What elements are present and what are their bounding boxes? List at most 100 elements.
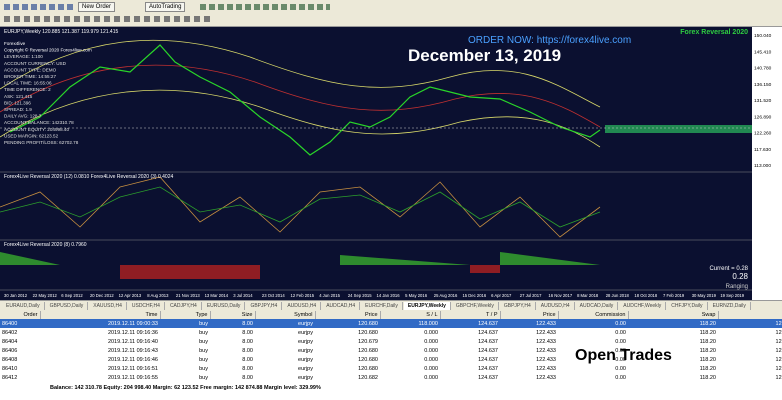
trade-cell: buy <box>199 356 208 363</box>
oscillator-status: Ranging <box>726 284 748 290</box>
trade-cell: 2019.12.11 09:16:40 <box>107 338 158 345</box>
trade-cell: 124.637 <box>440 319 500 328</box>
band-middle <box>0 64 601 128</box>
trade-cell: 2019.12.11 09:16:51 <box>107 365 158 372</box>
trade-cell: 122.433 <box>536 374 556 381</box>
trade-cell: 124.637 <box>478 374 498 381</box>
info-line: BID: 121.396 <box>4 100 31 105</box>
trade-cell: buy <box>160 319 210 328</box>
trade-cell: 118.20 <box>628 319 718 328</box>
toolbar: New Order AutoTrading <box>0 0 782 27</box>
trade-cell: 120.680 <box>315 319 380 328</box>
column-header: Order <box>0 311 41 319</box>
trade-cell: 122.433 <box>500 319 558 328</box>
trade-cell: 2019.12.11 09:16:46 <box>107 356 158 363</box>
trade-cell: 2019.12.11 09:16:43 <box>107 347 158 354</box>
trade-cell: 0.00 <box>615 347 626 354</box>
trade-row[interactable]: 86412 2019.12.11 09:16:55 buy 8.00 eurjpy 120… <box>0 373 782 382</box>
column-header: Price <box>315 311 381 319</box>
band-upper <box>0 39 601 108</box>
trade-cell: 0.000 <box>424 365 438 372</box>
chart-tab[interactable]: GBPCHF,Weekly <box>452 302 499 310</box>
trade-cell: 120.680 <box>358 365 378 372</box>
chart-tab[interactable]: EURJPY,Weekly <box>403 302 451 310</box>
price-axis-label: 122.260 <box>754 131 772 137</box>
date-axis-label: 12 Feb 2015 <box>291 293 315 298</box>
trade-cell: 122.433 <box>536 365 556 372</box>
trade-cell: 86400 <box>0 319 40 328</box>
trade-cell: 120.680 <box>358 329 378 336</box>
date-axis-label: 13 Mar 2014 <box>205 293 229 298</box>
price-axis-label: 131.520 <box>754 98 772 104</box>
trade-row[interactable]: 86408 2019.12.11 09:16:46 buy 8.00 eurjpy 120… <box>0 355 782 364</box>
histogram-area <box>0 252 600 265</box>
date-axis-label: 20 Dec 2012 <box>90 293 114 298</box>
chart-tab[interactable]: AUDUSD,H4 <box>537 302 575 310</box>
trade-cell: 8.00 <box>242 365 253 372</box>
overlay-label: Open Trades <box>575 347 672 364</box>
chart-tab[interactable]: EURNZD,Daily <box>709 302 751 310</box>
account-summary: Balance: 142 310.78 Equity: 204 998.40 M… <box>50 385 321 391</box>
chart-tab[interactable]: XAUUSD,H4 <box>89 302 127 310</box>
info-line: Copyright © Reversal 2020 Forex4live.com <box>4 47 92 53</box>
trade-cell: 86412 <box>2 374 18 381</box>
oscillator-label: Forex4Live Reversal 2020 (8) 0.7960 <box>4 242 87 248</box>
chart-tabs: EURAUD,Daily GBPUSD,Daily XAUUSD,H4 USDCHF,… <box>0 300 782 312</box>
chart-tab[interactable]: CHFJPY,Daily <box>667 302 708 310</box>
price-axis-label: 136.150 <box>754 82 772 88</box>
trade-cell: 122.433 <box>536 329 556 336</box>
trade-cell: 124.637 <box>478 365 498 372</box>
trade-row[interactable]: 86406 2019.12.11 09:16:43 buy 8.00 eurjpy 120… <box>0 346 782 355</box>
date-axis-label: 14 Jan 2016 <box>377 293 401 298</box>
trade-cell: 120.680 <box>358 356 378 363</box>
trade-cell: 120.679 <box>358 338 378 345</box>
column-header: Time <box>40 311 161 319</box>
trade-cell: 86402 <box>2 329 18 336</box>
price-line <box>9 44 601 156</box>
date-axis-label: 7 Feb 2019 <box>663 293 685 298</box>
trade-cell: 86410 <box>2 365 18 372</box>
trade-cell: 0.00 <box>615 374 626 381</box>
chart-tab[interactable]: GBPJPY,H4 <box>246 302 283 310</box>
chart-tab[interactable]: EURUSD,Daily <box>203 302 246 310</box>
trade-row[interactable]: 86400 2019.12.11 09:00:33 buy 8.00 eurjpy 120… <box>0 319 782 328</box>
chart-tab[interactable]: GBPUSD,Daily <box>46 302 89 310</box>
column-header: Symbol <box>255 311 316 319</box>
oscillator-line <box>0 186 601 228</box>
info-line: ACCOUNT BALANCE: 142310.78 <box>4 120 74 125</box>
chart-tab[interactable]: AUDCAD,H4 <box>322 302 361 310</box>
trade-cell: 8.00 <box>242 338 253 345</box>
price-axis-label: 140.780 <box>754 66 772 72</box>
chart-tab[interactable]: GBPJPY,H4 <box>500 302 536 310</box>
oscillator-status: 0.28 <box>732 272 748 281</box>
trade-row[interactable]: 86402 2019.12.11 09:16:36 buy 8.00 eurjpy 120… <box>0 328 782 337</box>
chart-tab[interactable]: EURCHF,Daily <box>361 302 403 310</box>
chart-tab[interactable]: AUDCAD,Daily <box>576 302 619 310</box>
trade-cell: eurjpy <box>298 347 313 354</box>
date-axis-label: 24 Sep 2015 <box>348 293 372 298</box>
chart-tab[interactable]: EURAUD,Daily <box>2 302 45 310</box>
column-header: Type <box>160 311 211 319</box>
chart-tab[interactable]: AUDUSD,H4 <box>283 302 322 310</box>
trade-cell: 12 803.92 <box>775 356 782 363</box>
chart-tab[interactable]: USDCHF,H4 <box>128 302 165 310</box>
trade-cell: 118.20 <box>699 329 716 336</box>
trade-cell: 12 803.92 <box>775 347 782 354</box>
autotrading-button[interactable]: AutoTrading <box>145 2 186 12</box>
info-line: TIME DIFFERENCE: 2 <box>4 87 51 92</box>
trade-row[interactable]: 86404 2019.12.11 09:16:40 buy 8.00 eurjpy 120… <box>0 337 782 346</box>
chart-tab[interactable]: AUDCHF,Weekly <box>619 302 667 310</box>
histogram-area <box>120 265 500 279</box>
trade-cell: eurjpy <box>298 365 313 372</box>
price-axis-label: 117.630 <box>754 147 771 153</box>
toolbar-icons <box>4 4 74 10</box>
oscillator-status: Current = 0.28 <box>709 266 748 272</box>
date-axis-label: 19 Sep 2019 <box>720 293 744 298</box>
price-axis-label: 113.000 <box>754 163 771 169</box>
trade-cell: 118.20 <box>699 347 716 354</box>
chart-tab[interactable]: CADJPY,H4 <box>166 302 202 310</box>
new-order-button[interactable]: New Order <box>78 2 116 12</box>
trade-cell: 0.000 <box>424 374 438 381</box>
trade-row[interactable]: 86410 2019.12.11 09:16:51 buy 8.00 eurjpy 120… <box>0 364 782 373</box>
